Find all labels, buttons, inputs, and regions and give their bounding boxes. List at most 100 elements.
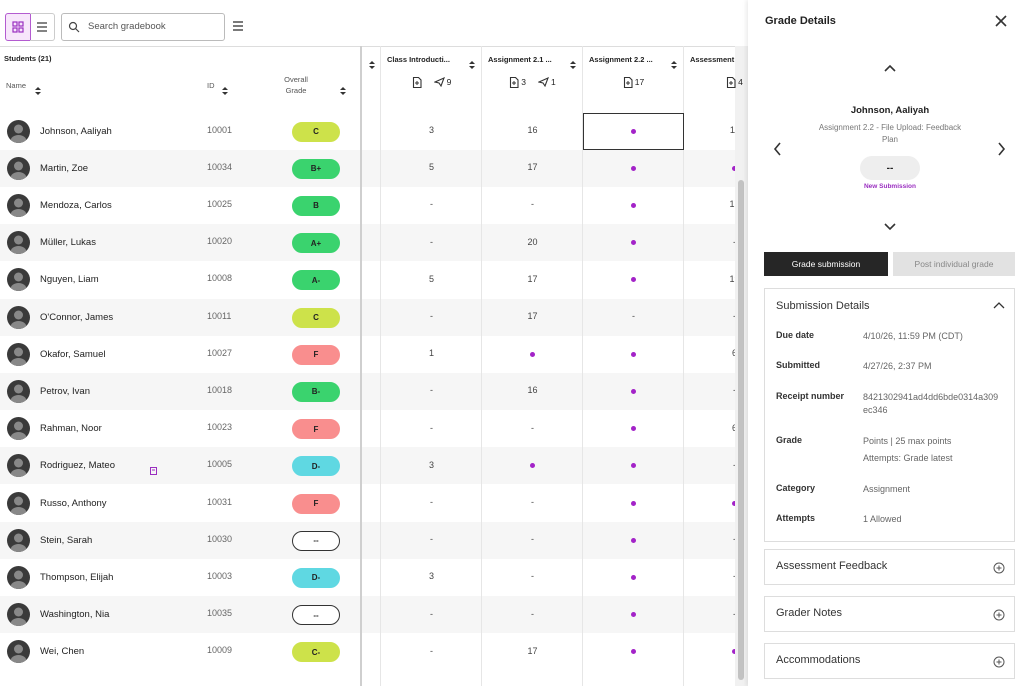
grid-view-button[interactable] — [5, 13, 31, 41]
student-name[interactable]: Okafor, Samuel — [40, 348, 106, 360]
student-name[interactable]: Rahman, Noor — [40, 423, 102, 435]
grade-cell[interactable]: - — [684, 522, 735, 559]
grade-cell[interactable]: - — [482, 596, 583, 633]
overall-grade[interactable]: C- — [292, 642, 340, 663]
grade-cell[interactable]: - — [482, 410, 583, 447]
collapsed-section[interactable]: Assessment Feedback — [764, 549, 1015, 585]
column-title[interactable]: Assessment — [690, 55, 735, 64]
scrollbar-thumb[interactable] — [738, 180, 744, 680]
previous-item[interactable] — [884, 63, 896, 73]
student-name[interactable]: Martin, Zoe — [40, 162, 89, 174]
grade-cell[interactable]: 3 — [381, 559, 482, 596]
grade-cell[interactable]: 17 — [482, 261, 583, 298]
grade-cell[interactable]: - — [482, 559, 583, 596]
grade-cell[interactable]: 17 — [684, 187, 735, 224]
grade-cell[interactable]: - — [684, 447, 735, 484]
collapse-icon[interactable] — [993, 301, 1005, 311]
overall-grade[interactable]: D- — [292, 567, 340, 588]
grade-cell[interactable]: 6 — [684, 336, 735, 373]
grade-cell[interactable]: - — [684, 224, 735, 261]
grade-cell[interactable]: 5 — [381, 150, 482, 187]
student-name[interactable]: Thompson, Elijah — [40, 571, 114, 583]
overall-grade[interactable]: F — [292, 419, 340, 440]
column-title[interactable]: Assignment 2.1 ... — [488, 55, 552, 64]
previous-student[interactable] — [772, 142, 782, 156]
student-name[interactable]: O'Connor, James — [40, 311, 114, 323]
grade-cell[interactable] — [583, 336, 684, 373]
grade-cell[interactable]: 16 — [482, 373, 583, 410]
grade-cell[interactable]: 17 — [482, 633, 583, 670]
search-box[interactable]: Search gradebook — [61, 13, 225, 41]
overall-grade[interactable]: B+ — [292, 158, 340, 179]
grade-cell[interactable]: 17 — [482, 150, 583, 187]
overall-grade[interactable]: -- — [292, 530, 340, 551]
collapsed-section[interactable]: Grader Notes — [764, 596, 1015, 632]
grade-cell[interactable] — [583, 150, 684, 187]
sort-icon[interactable] — [35, 82, 41, 95]
grade-cell[interactable]: - — [482, 522, 583, 559]
sort-icon[interactable] — [340, 82, 346, 95]
grade-cell[interactable] — [583, 224, 684, 261]
grade-cell[interactable]: - — [381, 299, 482, 336]
grade-cell[interactable]: - — [684, 596, 735, 633]
grade-cell[interactable]: - — [684, 559, 735, 596]
grade-cell[interactable] — [684, 485, 735, 522]
grade-cell[interactable]: 5 — [381, 261, 482, 298]
post-grade-button[interactable]: Post individual grade — [893, 252, 1015, 276]
overall-grade[interactable]: A- — [292, 270, 340, 291]
name-header[interactable]: Name — [6, 81, 27, 90]
grade-cell[interactable]: - — [381, 373, 482, 410]
grade-cell[interactable]: - — [684, 299, 735, 336]
grade-cell[interactable]: - — [482, 187, 583, 224]
next-item[interactable] — [884, 222, 896, 232]
grade-pill[interactable]: -- — [860, 156, 920, 180]
grade-cell[interactable]: - — [381, 410, 482, 447]
grade-cell[interactable]: - — [381, 187, 482, 224]
overall-grade[interactable]: B — [292, 195, 340, 216]
grade-cell[interactable]: - — [381, 633, 482, 670]
sort-icon[interactable] — [469, 56, 475, 69]
grade-cell[interactable] — [583, 596, 684, 633]
overall-grade[interactable]: C — [292, 121, 340, 142]
grade-cell[interactable] — [583, 485, 684, 522]
column-title[interactable]: Class Introducti... — [387, 55, 450, 64]
grade-cell[interactable] — [583, 373, 684, 410]
student-name[interactable]: Stein, Sarah — [40, 534, 93, 546]
sort-icon[interactable] — [222, 82, 228, 95]
grade-cell[interactable] — [583, 447, 684, 484]
id-header[interactable]: ID — [207, 81, 215, 90]
column-title[interactable]: Assignment 2.2 ... — [589, 55, 653, 64]
grade-cell[interactable]: 11 — [684, 113, 735, 150]
grade-cell[interactable]: - — [381, 485, 482, 522]
sort-icon[interactable] — [671, 56, 677, 69]
overall-grade[interactable]: F — [292, 493, 340, 514]
grade-submission-button[interactable]: Grade submission — [764, 252, 888, 276]
grade-cell[interactable]: - — [381, 596, 482, 633]
grade-header[interactable]: Overall Grade — [284, 75, 308, 95]
grade-cell[interactable] — [583, 113, 684, 150]
student-name[interactable]: Petrov, Ivan — [40, 385, 90, 397]
grade-cell[interactable] — [583, 187, 684, 224]
overall-grade[interactable]: D- — [292, 456, 340, 477]
grade-cell[interactable]: - — [482, 485, 583, 522]
student-name[interactable]: Mendoza, Carlos — [40, 199, 112, 211]
grade-cell[interactable]: 6 — [684, 410, 735, 447]
grade-cell[interactable]: 19 — [684, 261, 735, 298]
student-name[interactable]: Johnson, Aaliyah — [40, 125, 112, 137]
overall-grade[interactable]: A+ — [292, 233, 340, 254]
collapsed-section[interactable]: Accommodations — [764, 643, 1015, 679]
grade-cell[interactable] — [583, 522, 684, 559]
student-name[interactable]: Rodriguez, Mateo — [40, 460, 115, 472]
grade-cell[interactable]: 17 — [482, 299, 583, 336]
student-name[interactable]: Russo, Anthony — [40, 497, 107, 509]
grade-cell[interactable] — [583, 633, 684, 670]
next-student[interactable] — [997, 142, 1007, 156]
grade-cell[interactable]: - — [684, 373, 735, 410]
grade-cell[interactable] — [583, 410, 684, 447]
filter-icon[interactable] — [231, 19, 245, 33]
sort-icon[interactable] — [570, 56, 576, 69]
grade-cell[interactable]: 16 — [482, 113, 583, 150]
grade-cell[interactable]: 3 — [381, 447, 482, 484]
student-name[interactable]: Washington, Nia — [40, 609, 110, 621]
list-view-button[interactable] — [30, 13, 55, 41]
